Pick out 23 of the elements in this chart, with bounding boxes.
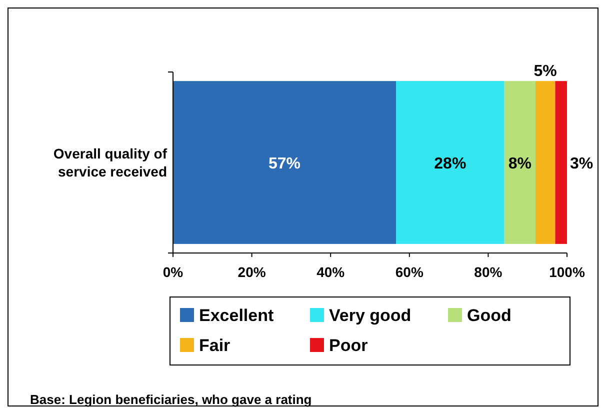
bar <box>173 81 396 244</box>
x-tick-label: 20% <box>238 264 266 280</box>
data-label: 5% <box>534 63 557 80</box>
legend-label: Fair <box>199 336 231 355</box>
y-tick-label: Overall quality of service received <box>53 146 168 180</box>
bar <box>504 81 536 244</box>
legend-label: Very good <box>329 306 412 325</box>
x-tick-label: 0% <box>162 264 184 280</box>
bar <box>535 81 556 244</box>
legend-label: Good <box>467 306 512 325</box>
data-label: 28% <box>434 156 466 172</box>
data-label: 57% <box>268 156 301 172</box>
bar <box>555 81 567 244</box>
text: Base: Legion beneficiaries, who gave a rating <box>30 392 312 407</box>
x-tick-label: 80% <box>474 264 503 280</box>
data-label: 8% <box>508 156 532 172</box>
x-tick-label: 40% <box>316 264 346 280</box>
bar <box>396 81 504 244</box>
legend-label: Excellent <box>199 306 274 325</box>
data-label: 3% <box>570 156 594 172</box>
legend-label: Poor <box>329 336 368 355</box>
x-tick-label: 100% <box>549 264 586 280</box>
x-tick-label: 60% <box>395 264 424 280</box>
